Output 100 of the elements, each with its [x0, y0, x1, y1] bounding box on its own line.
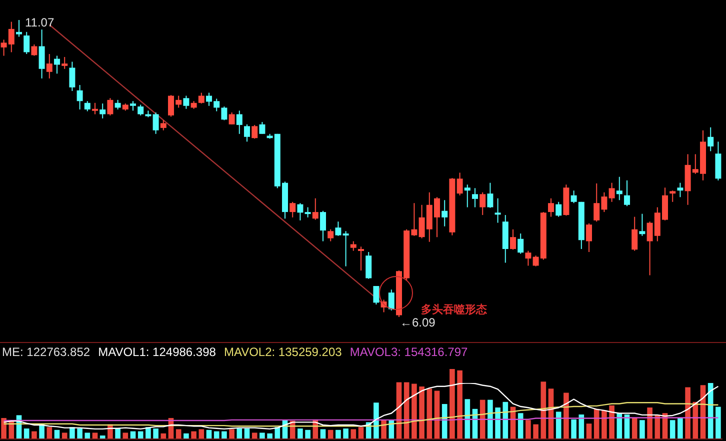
candlestick	[290, 201, 296, 218]
bar	[244, 428, 250, 439]
candlestick	[358, 246, 364, 271]
candlestick	[221, 106, 228, 121]
bar	[708, 383, 714, 439]
bar	[274, 427, 280, 439]
bar	[115, 428, 120, 439]
bar	[24, 428, 30, 439]
candlestick	[494, 198, 501, 224]
bar	[153, 428, 158, 439]
bar	[488, 400, 493, 439]
bar	[556, 412, 562, 439]
candlestick	[464, 184, 470, 208]
bar	[320, 429, 326, 439]
bar	[146, 427, 151, 439]
bar	[716, 406, 721, 439]
bar	[236, 428, 242, 439]
bar	[632, 418, 638, 439]
bar	[480, 400, 486, 439]
bar	[358, 427, 364, 439]
candlestick	[342, 230, 349, 267]
candlestick	[510, 228, 516, 250]
bar	[571, 419, 576, 439]
candlestick	[624, 180, 630, 207]
candlestick	[46, 53, 52, 79]
bar	[328, 430, 334, 439]
candlestick	[100, 102, 106, 119]
bar	[374, 402, 379, 439]
annotation: 多头吞噬形态	[421, 302, 488, 316]
candlestick	[152, 112, 159, 134]
candlestick	[480, 192, 486, 216]
text: ME: 122763.852	[2, 345, 90, 359]
bar	[594, 408, 600, 439]
candlestick	[442, 200, 448, 227]
bar	[305, 430, 310, 439]
bar	[1, 418, 6, 439]
candlestick	[138, 104, 144, 116]
bar	[138, 431, 144, 439]
candlestick	[236, 110, 242, 134]
bar	[678, 418, 683, 439]
bar	[670, 420, 676, 439]
bar	[426, 388, 432, 439]
bar	[176, 429, 182, 439]
bar	[388, 420, 394, 439]
candlestick	[31, 44, 38, 56]
candlestick	[160, 120, 166, 131]
candlestick	[632, 216, 638, 252]
candlestick	[16, 20, 22, 38]
candlestick	[92, 102, 98, 115]
bar	[298, 428, 303, 439]
bar	[39, 424, 44, 439]
candlestick	[487, 182, 494, 208]
candlestick	[608, 182, 615, 202]
bar	[602, 410, 607, 439]
bar	[540, 382, 546, 439]
candlestick	[107, 98, 114, 116]
bar	[442, 404, 448, 439]
bar	[92, 432, 98, 439]
candlestick	[677, 182, 684, 198]
annotation: 11.07	[25, 15, 54, 30]
bar	[184, 433, 189, 439]
bar	[122, 432, 128, 439]
candlestick	[297, 202, 304, 221]
candlestick	[548, 198, 554, 218]
bar	[450, 369, 455, 439]
bar	[62, 432, 68, 439]
candlestick	[570, 190, 577, 204]
candlestick	[639, 213, 646, 236]
bar	[419, 386, 424, 439]
annotation: ←6.09	[400, 315, 436, 330]
candlestick	[304, 206, 311, 218]
candlestick	[38, 29, 45, 79]
candlestick	[328, 228, 334, 242]
candlestick	[244, 124, 250, 142]
bar	[160, 433, 166, 439]
candlestick	[586, 222, 592, 252]
candlestick	[518, 233, 524, 254]
bar	[198, 429, 204, 439]
bar	[252, 432, 258, 439]
bar	[412, 384, 417, 439]
candlestick	[228, 112, 235, 125]
bar	[616, 413, 622, 439]
candlestick	[76, 84, 83, 110]
bar	[609, 405, 614, 439]
candlestick	[54, 55, 60, 74]
candlestick	[388, 289, 394, 311]
candlestick	[114, 99, 121, 110]
text: MAVOL2: 135259.203	[224, 345, 342, 359]
bar	[404, 382, 410, 439]
candlestick	[69, 61, 76, 92]
candlestick	[320, 210, 326, 242]
candlestick	[556, 201, 562, 218]
bar	[214, 431, 220, 439]
bar	[191, 431, 196, 439]
bar	[518, 413, 524, 439]
candlestick	[24, 31, 30, 54]
bar	[647, 408, 652, 439]
candlestick	[708, 126, 714, 152]
bar	[350, 429, 356, 439]
candlestick	[259, 121, 266, 134]
